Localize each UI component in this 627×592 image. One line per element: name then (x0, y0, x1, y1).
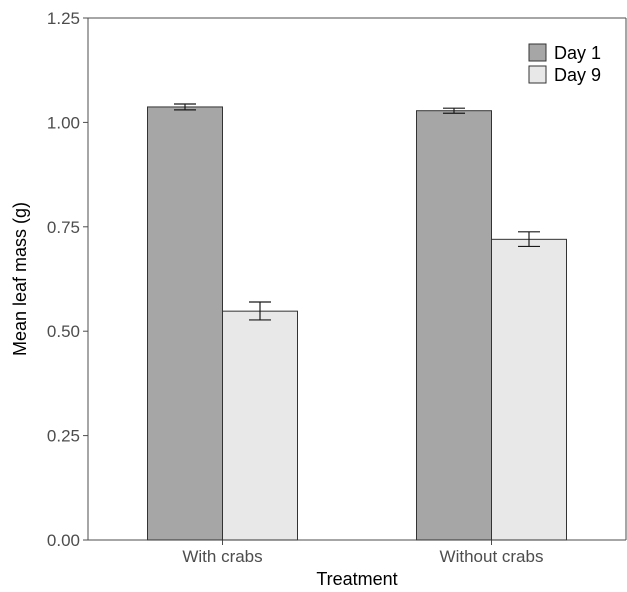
plot-area: 0.00 0.25 0.50 0.75 1.00 1.25 With crabs Witho… (47, 9, 627, 566)
bars (147, 106, 567, 541)
y-tick-label: 0.75 (47, 218, 80, 237)
y-tick-label: 0.25 (47, 427, 80, 446)
x-axis-title: Treatment (316, 569, 397, 589)
x-axis-ticks: With crabs Without crabs (182, 540, 543, 566)
y-tick-label: 0.50 (47, 322, 80, 341)
bar (491, 238, 567, 541)
legend-swatch (528, 65, 547, 84)
bar (147, 106, 223, 541)
legend-swatch (528, 43, 547, 62)
error-bars (174, 103, 540, 321)
bar (416, 110, 492, 541)
x-tick-label: With crabs (182, 547, 262, 566)
x-tick-label: Without crabs (440, 547, 544, 566)
bar (222, 310, 298, 541)
legend-label: Day 9 (554, 65, 601, 85)
legend-label: Day 1 (554, 43, 601, 63)
y-axis-ticks: 0.00 0.25 0.50 0.75 1.00 1.25 (47, 9, 88, 550)
y-tick-label: 1.00 (47, 113, 80, 132)
y-axis-title: Mean leaf mass (g) (10, 202, 30, 356)
y-tick-label: 0.00 (47, 531, 80, 550)
y-tick-label: 1.25 (47, 9, 80, 28)
